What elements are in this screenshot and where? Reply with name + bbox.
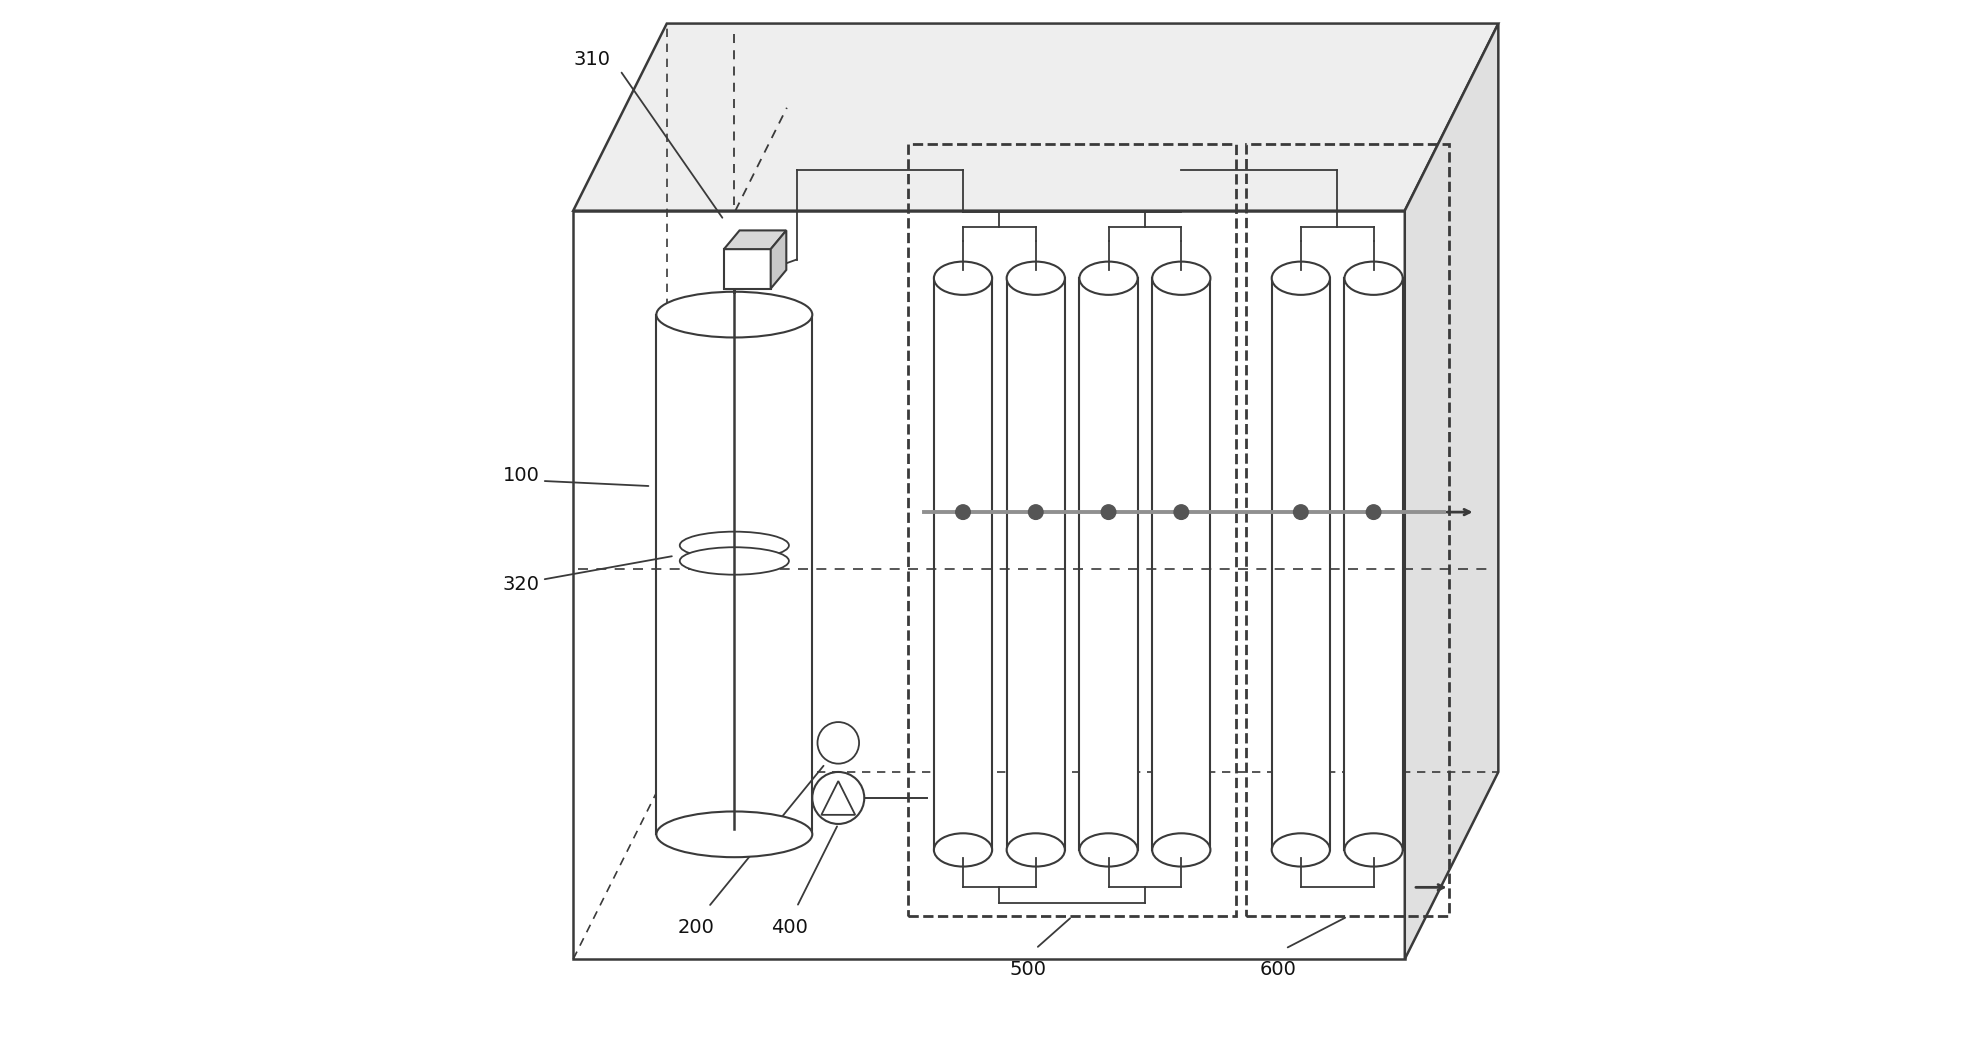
Ellipse shape	[1272, 261, 1329, 295]
Ellipse shape	[1153, 833, 1211, 866]
Text: 310: 310	[574, 50, 611, 69]
Ellipse shape	[934, 261, 993, 295]
Ellipse shape	[680, 532, 789, 559]
Polygon shape	[724, 249, 771, 288]
Text: 400: 400	[771, 919, 807, 937]
Text: 600: 600	[1260, 959, 1296, 979]
Circle shape	[813, 772, 864, 823]
Ellipse shape	[1007, 833, 1064, 866]
Bar	[657, 315, 813, 834]
Text: 500: 500	[1011, 959, 1046, 979]
Ellipse shape	[934, 833, 993, 866]
Circle shape	[1029, 505, 1042, 519]
Polygon shape	[574, 24, 1497, 211]
Bar	[934, 278, 993, 850]
Ellipse shape	[1345, 833, 1402, 866]
Bar	[1007, 278, 1064, 850]
Circle shape	[1175, 505, 1189, 519]
Text: 100: 100	[502, 466, 540, 485]
Ellipse shape	[657, 292, 813, 338]
Circle shape	[1294, 505, 1307, 519]
Ellipse shape	[657, 812, 813, 857]
Circle shape	[1367, 505, 1381, 519]
Ellipse shape	[1153, 261, 1211, 295]
Ellipse shape	[1080, 833, 1137, 866]
Polygon shape	[771, 230, 787, 288]
Text: 200: 200	[676, 919, 714, 937]
Ellipse shape	[1007, 261, 1064, 295]
Polygon shape	[1404, 24, 1497, 959]
Bar	[1153, 278, 1211, 850]
Polygon shape	[574, 211, 1404, 959]
Circle shape	[817, 722, 858, 764]
Text: 320: 320	[502, 575, 540, 594]
Polygon shape	[724, 230, 787, 249]
Ellipse shape	[1080, 261, 1137, 295]
Bar	[1080, 278, 1137, 850]
Ellipse shape	[1272, 833, 1329, 866]
Circle shape	[955, 505, 971, 519]
Bar	[1345, 278, 1402, 850]
Ellipse shape	[680, 548, 789, 575]
Circle shape	[1102, 505, 1116, 519]
Ellipse shape	[1345, 261, 1402, 295]
Bar	[1272, 278, 1329, 850]
